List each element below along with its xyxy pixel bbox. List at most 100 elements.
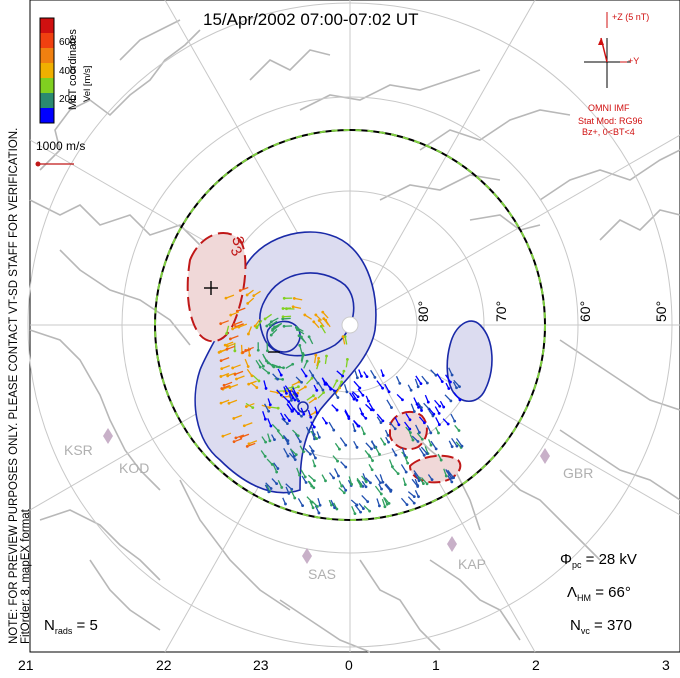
velocity-vector-origin xyxy=(271,328,274,331)
velocity-vector-origin xyxy=(365,485,368,488)
velocity-vector-origin xyxy=(430,444,433,447)
velocity-vector-origin xyxy=(280,486,283,489)
velocity-vector-origin xyxy=(301,504,304,507)
velocity-vector-origin xyxy=(312,394,315,397)
lambda-symbol: Λ xyxy=(567,584,577,601)
velocity-vector-origin xyxy=(273,438,276,441)
velocity-vector-origin xyxy=(341,375,344,378)
velocity-vector-origin xyxy=(282,307,285,310)
velocity-vector-origin xyxy=(242,351,245,354)
velocity-vector-origin xyxy=(287,400,290,403)
velocity-vector-origin xyxy=(313,465,316,468)
velocity-vector-origin xyxy=(420,409,423,412)
velocity-vector-origin xyxy=(282,366,285,369)
velocity-vector-origin xyxy=(363,432,366,435)
velocity-vector-origin xyxy=(321,311,324,314)
nrads-symbol: N xyxy=(44,617,55,634)
imf-z-label: +Z (5 nT) xyxy=(612,12,649,22)
velocity-vector-origin xyxy=(304,385,307,388)
velocity-vector-origin xyxy=(275,471,278,474)
velocity-vector-origin xyxy=(324,319,327,322)
velocity-vector-origin xyxy=(309,416,312,419)
velocity-vector-origin xyxy=(276,467,279,470)
velocity-vector-origin xyxy=(369,481,372,484)
velocity-vector-origin xyxy=(281,378,284,381)
velocity-vector-origin xyxy=(337,475,340,478)
velocity-vector-origin xyxy=(266,349,269,352)
velocity-vector-origin xyxy=(447,423,450,426)
velocity-vector-origin xyxy=(458,385,461,388)
velocity-vector-origin xyxy=(226,348,229,351)
phi-subscript: pc xyxy=(572,560,582,570)
velocity-vector-origin xyxy=(293,497,296,500)
velocity-vector-origin xyxy=(221,435,224,438)
velocity-vector-origin xyxy=(251,406,254,409)
velocity-vector-origin xyxy=(270,334,273,337)
velocity-vector-origin xyxy=(336,460,339,463)
velocity-vector-origin xyxy=(340,485,343,488)
velocity-vector-origin xyxy=(308,335,311,338)
velocity-vector-origin xyxy=(264,418,267,421)
velocity-vector-origin xyxy=(333,506,336,509)
velocity-vector-origin xyxy=(438,405,441,408)
velocity-vector-origin xyxy=(220,359,223,362)
velocity-vector-origin xyxy=(290,399,293,402)
velocity-vector-origin xyxy=(231,367,234,370)
velocity-vector-origin xyxy=(420,382,423,385)
velocity-vector-origin xyxy=(356,504,359,507)
velocity-vector-origin xyxy=(394,454,397,457)
velocity-vector-origin xyxy=(342,335,345,338)
cross-polar-potential: Φpc = 28 kV xyxy=(560,551,637,570)
velocity-vector-origin xyxy=(344,466,347,469)
velocity-vector-origin xyxy=(316,412,319,415)
velocity-vector-origin xyxy=(413,502,416,505)
velocity-vector-origin xyxy=(366,375,369,378)
velocity-vector-origin xyxy=(296,328,299,331)
velocity-vector-origin xyxy=(303,314,306,317)
velocity-vector-origin xyxy=(300,336,303,339)
station-kap: KAP xyxy=(458,556,486,572)
velocity-vector-origin xyxy=(313,433,316,436)
mlt-label-21: 21 xyxy=(18,657,34,673)
velocity-vector-origin xyxy=(314,457,317,460)
velocity-vector-origin xyxy=(461,445,464,448)
velocity-vector-origin xyxy=(322,389,325,392)
lat-label-80: 80° xyxy=(415,301,431,322)
vector-count: Nvc = 370 xyxy=(570,617,632,636)
velocity-vector-origin xyxy=(429,431,432,434)
velocity-vector-origin xyxy=(268,406,271,409)
velocity-vector-origin xyxy=(432,413,435,416)
velocity-vector-origin xyxy=(356,376,359,379)
imf-condition: Bz+, 0<BT<4 xyxy=(582,127,635,137)
velocity-vector-origin xyxy=(426,452,429,455)
station-sas: SAS xyxy=(308,566,336,582)
velocity-vector-origin xyxy=(380,493,383,496)
velocity-vector-origin xyxy=(322,391,325,394)
velocity-vector-origin xyxy=(338,448,341,451)
velocity-vector-origin xyxy=(314,354,317,357)
velocity-vector-origin xyxy=(384,505,387,508)
velocity-vector-origin xyxy=(275,482,278,485)
colorbar-tick-200: 200 xyxy=(59,94,76,105)
velocity-vector-origin xyxy=(332,477,335,480)
velocity-vector-origin xyxy=(319,504,322,507)
velocity-vector-origin xyxy=(246,302,249,305)
velocity-vector-origin xyxy=(417,495,420,498)
velocity-vector-origin xyxy=(324,479,327,482)
velocity-vector-origin xyxy=(291,396,294,399)
velocity-vector-origin xyxy=(220,375,223,378)
velocity-vector-origin xyxy=(247,383,250,386)
velocity-vector-origin xyxy=(380,421,383,424)
velocity-vector-origin xyxy=(315,437,318,440)
velocity-vector-origin xyxy=(247,333,250,336)
velocity-vector-origin xyxy=(235,378,238,381)
velocity-vector-origin xyxy=(288,419,291,422)
velocity-vector-origin xyxy=(315,389,318,392)
velocity-vector-origin xyxy=(291,363,294,366)
velocity-vector-origin xyxy=(225,297,228,300)
velocity-vector-origin xyxy=(427,401,430,404)
velocity-vector-origin xyxy=(267,490,270,493)
positive-cell-dawn xyxy=(447,321,492,401)
velocity-vector-origin xyxy=(359,483,362,486)
